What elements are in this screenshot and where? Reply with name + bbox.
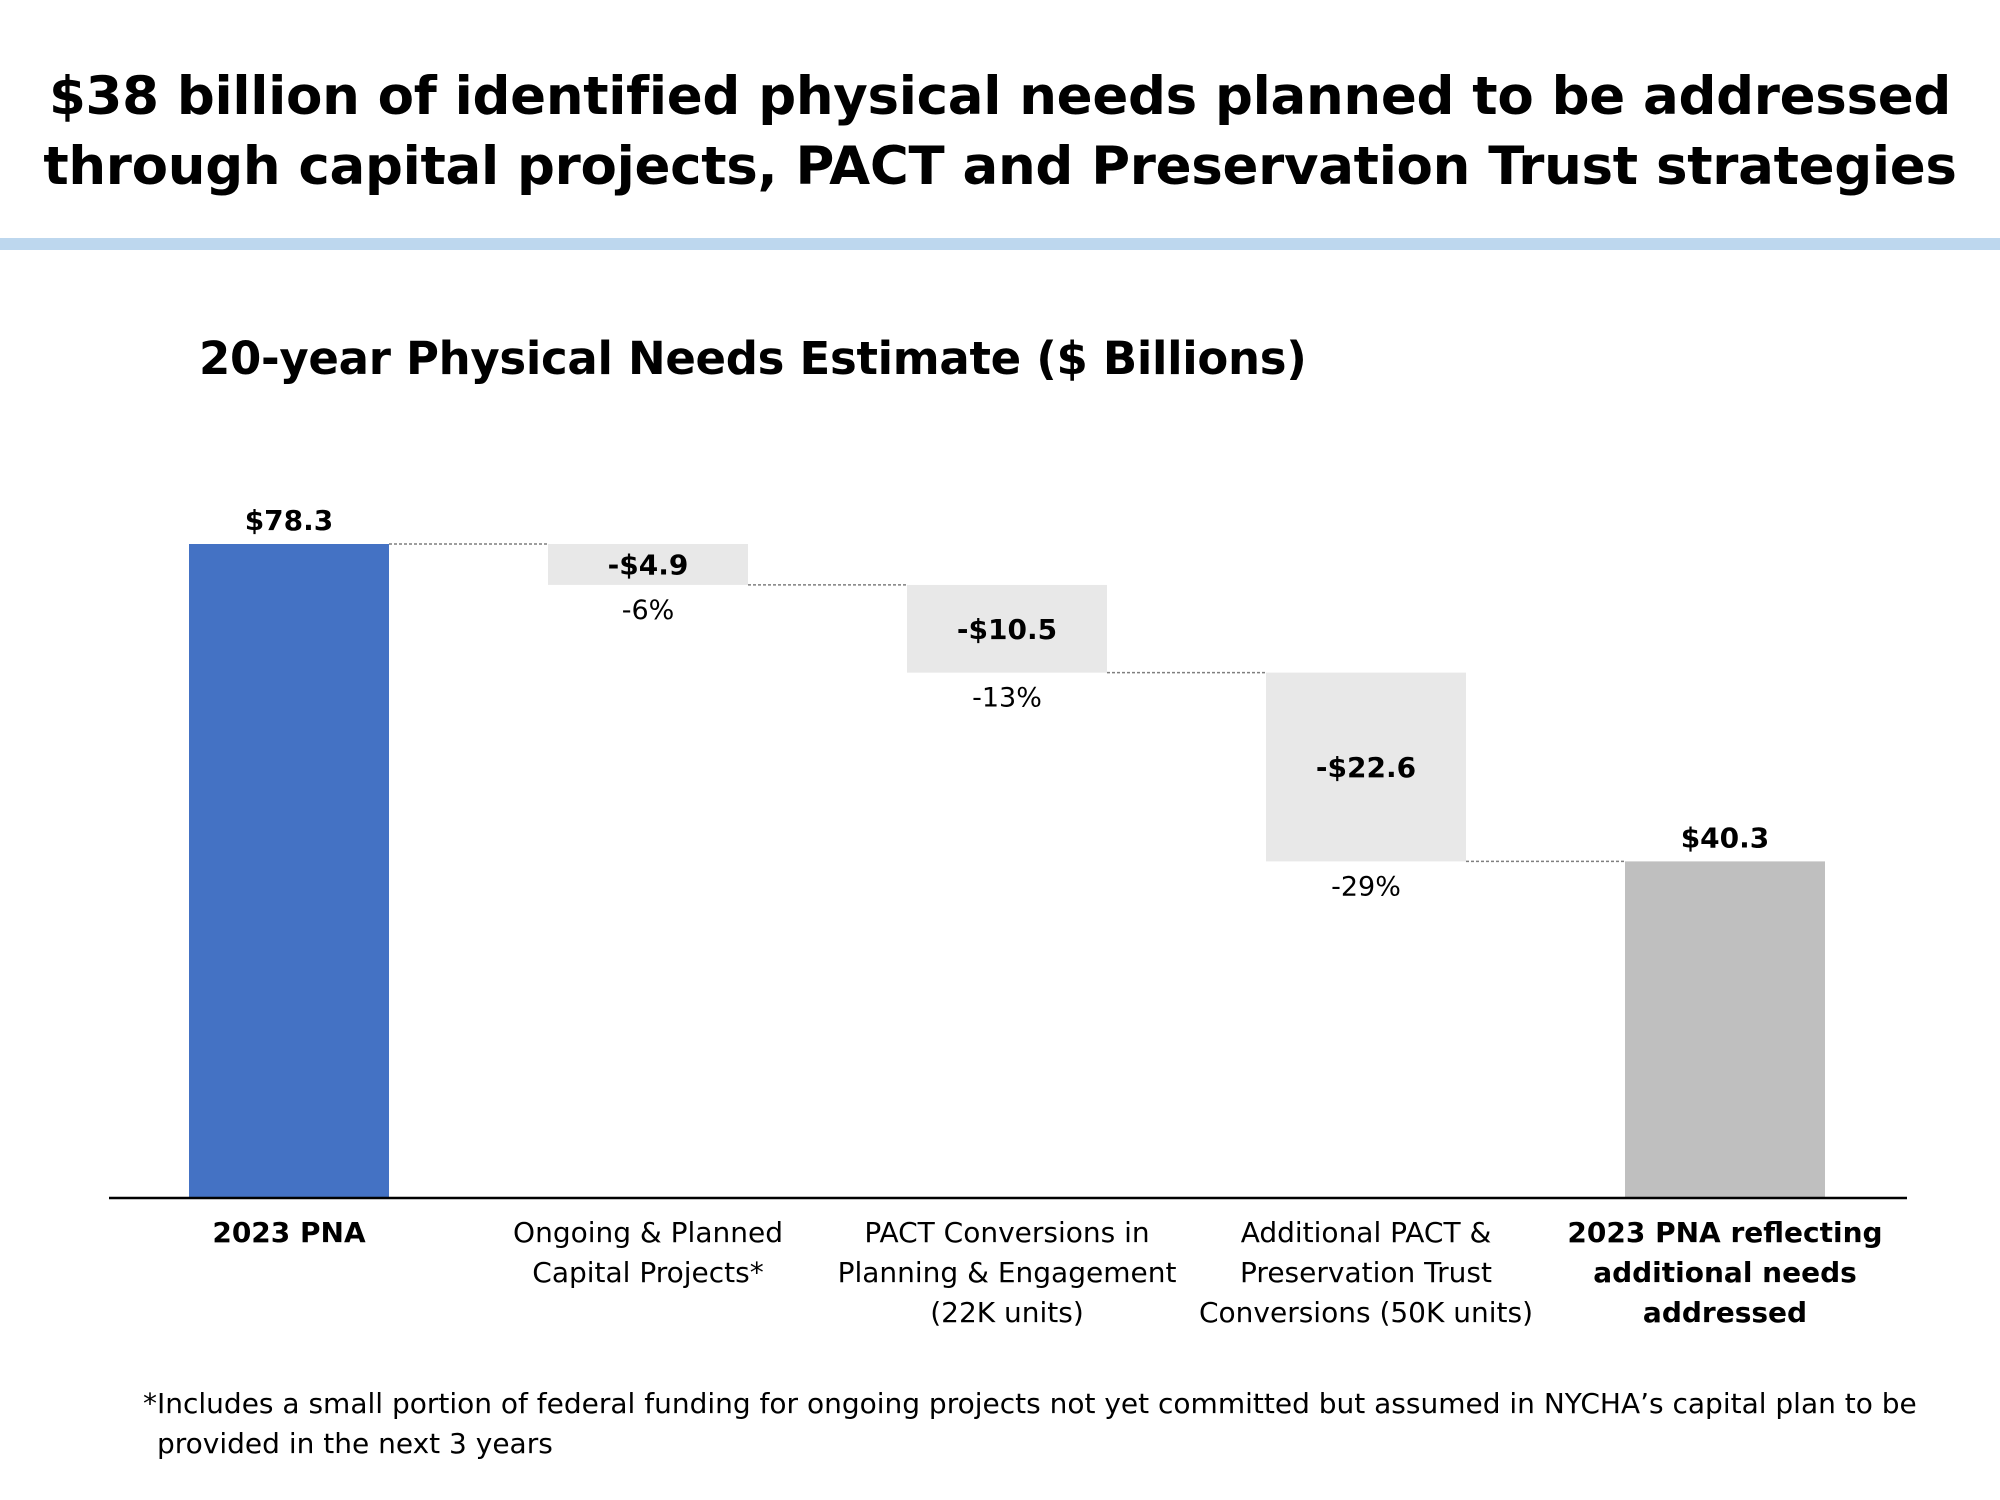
- bar-1: [189, 544, 389, 1198]
- value-label-1: $78.3: [245, 504, 334, 537]
- footnote-line-1: *Includes a small portion of federal fun…: [143, 1387, 1917, 1420]
- category-label-2-line-1: Ongoing & Planned: [513, 1216, 783, 1249]
- category-label-3-line-1: PACT Conversions in: [864, 1216, 1149, 1249]
- category-label-5-line-3: addressed: [1643, 1296, 1807, 1329]
- percent-label-2: -6%: [622, 595, 675, 626]
- value-label-4: -$22.6: [1316, 751, 1416, 784]
- chart-title: 20-year Physical Needs Estimate ($ Billi…: [199, 332, 1307, 385]
- category-label-5-line-2: additional needs: [1593, 1256, 1857, 1289]
- category-label-4-line-2: Preservation Trust: [1240, 1256, 1492, 1289]
- title-line-1: $38 billion of identified physical needs…: [48, 66, 1952, 127]
- percent-label-3: -13%: [972, 683, 1042, 714]
- title-line-2: through capital projects, PACT and Prese…: [43, 136, 1957, 197]
- category-label-2-line-2: Capital Projects*: [532, 1256, 763, 1289]
- category-label-4-line-1: Additional PACT &: [1241, 1216, 1492, 1249]
- category-label-3-line-3: (22K units): [930, 1296, 1084, 1329]
- value-label-5: $40.3: [1681, 821, 1770, 854]
- bar-2: [548, 544, 748, 585]
- bar-4: [1266, 672, 1466, 862]
- page-title: $38 billion of identified physical needs…: [0, 62, 2000, 202]
- bar-3: [907, 584, 1107, 673]
- value-label-3: -$10.5: [957, 613, 1057, 646]
- percent-label-4: -29%: [1331, 871, 1401, 902]
- category-label-4-line-3: Conversions (50K units): [1199, 1296, 1533, 1329]
- category-label-5-line-1: 2023 PNA reflecting: [1567, 1216, 1882, 1249]
- footnote-line-2: provided in the next 3 years: [157, 1427, 553, 1460]
- category-label-1-line-1: 2023 PNA: [212, 1216, 366, 1249]
- value-label-2: -$4.9: [608, 548, 689, 581]
- category-label-3-line-2: Planning & Engagement: [838, 1256, 1177, 1289]
- footnote: *Includes a small portion of federal fun…: [143, 1384, 1943, 1464]
- bar-5: [1625, 861, 1825, 1198]
- header-divider: [0, 238, 2000, 250]
